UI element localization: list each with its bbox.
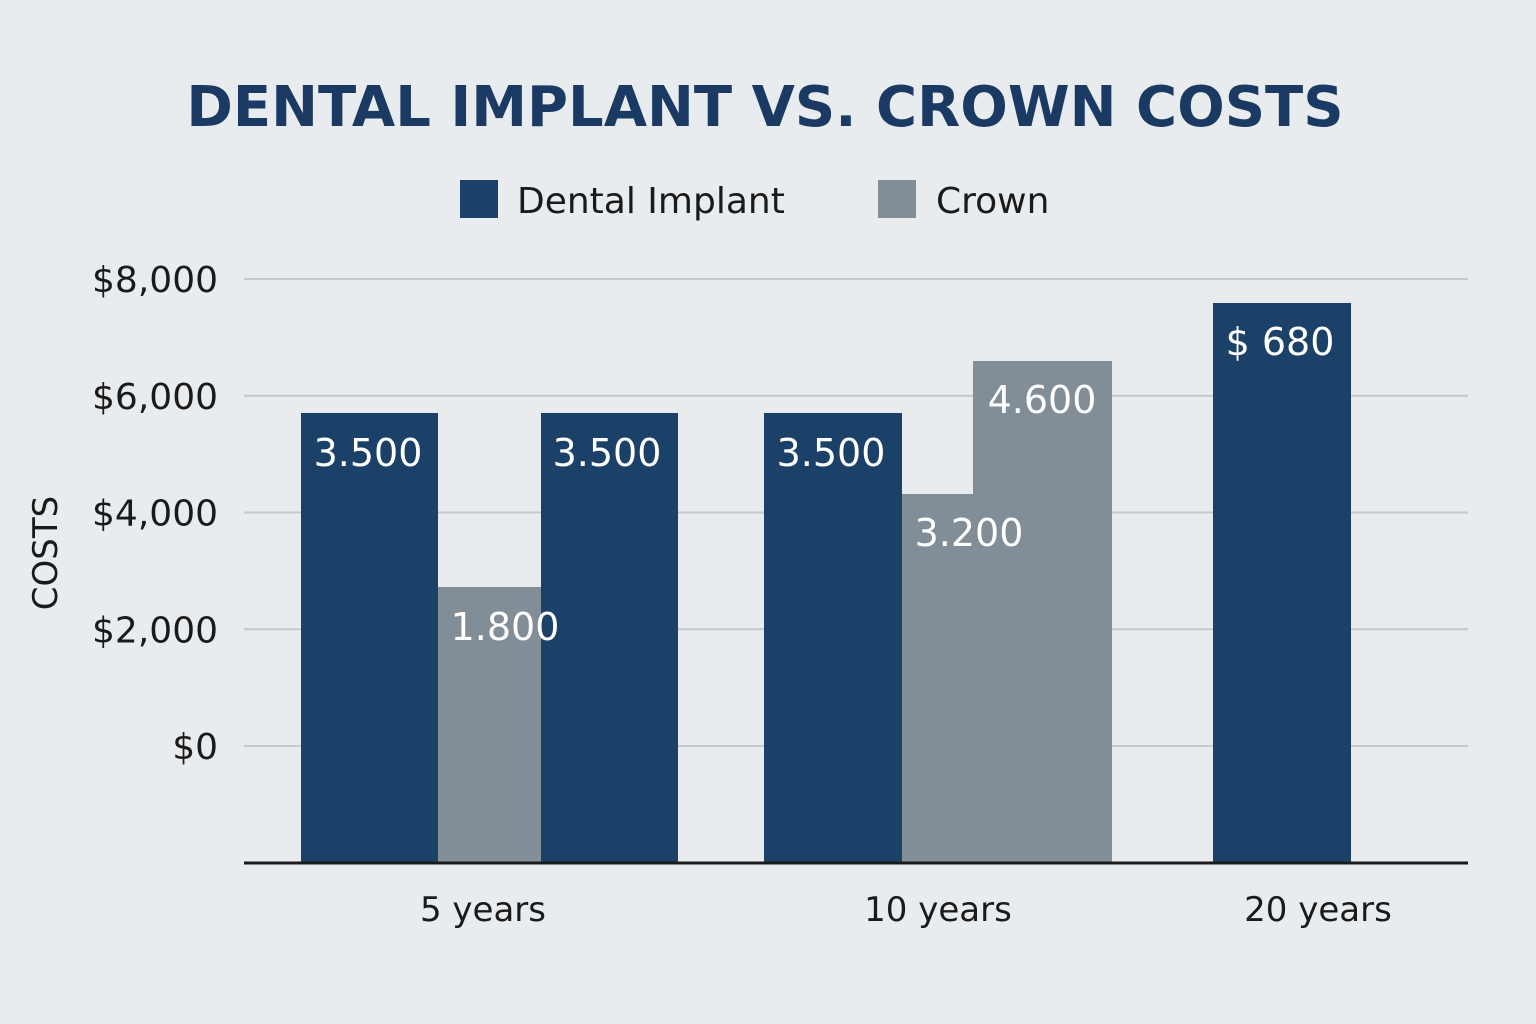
- x-axis-categories: 5 years 10 years 20 years: [420, 890, 1392, 930]
- bar-value-label: 3.500: [777, 431, 886, 475]
- chart-title: DENTAL IMPLANT VS. CROWN COSTS: [186, 75, 1343, 140]
- y-tick-label: $8,000: [92, 260, 218, 301]
- bar-value-label: 4.600: [988, 378, 1097, 422]
- y-tick-label: $6,000: [92, 377, 218, 418]
- x-category-label: 20 years: [1244, 890, 1392, 930]
- bar-value-label: 1.800: [451, 605, 560, 649]
- x-category-label: 5 years: [420, 890, 546, 930]
- y-axis-ticks: $8,000 $6,000 $4,000 $2,000 $0: [92, 260, 218, 768]
- bar-dental-implant: [301, 413, 438, 863]
- bar-labels: 3.500 1.800 3.500 3.500 3.200 4.600 $ 680: [314, 320, 1335, 649]
- bar-value-label: $ 680: [1226, 320, 1335, 364]
- bar-value-label: 3.500: [314, 431, 423, 475]
- bar-value-label: 3.200: [915, 511, 1024, 555]
- bar-dental-implant: [1213, 303, 1351, 863]
- bars: [301, 303, 1351, 863]
- legend-swatch-crown: [878, 180, 916, 218]
- legend: Dental Implant Crown: [460, 180, 1049, 222]
- y-tick-label: $4,000: [92, 494, 218, 535]
- legend-label-crown: Crown: [936, 181, 1049, 222]
- x-category-label: 10 years: [864, 890, 1012, 930]
- y-tick-label: $2,000: [92, 610, 218, 651]
- bar-crown: [902, 494, 973, 863]
- y-tick-label: $0: [172, 727, 218, 768]
- legend-label-dental-implant: Dental Implant: [517, 181, 785, 222]
- bar-dental-implant: [541, 413, 678, 863]
- y-axis-label: COSTS: [26, 496, 66, 610]
- bar-value-label: 3.500: [553, 431, 662, 475]
- bar-dental-implant: [764, 413, 902, 863]
- bar-crown: [973, 361, 1112, 863]
- legend-swatch-dental-implant: [460, 180, 498, 218]
